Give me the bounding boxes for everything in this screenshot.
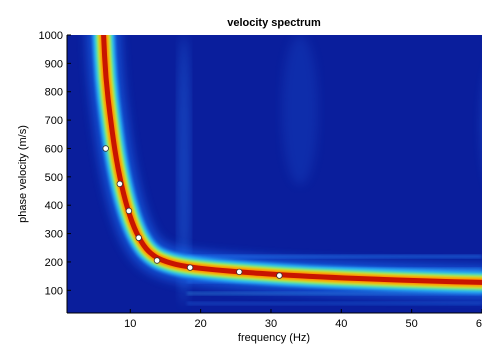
picked-point <box>116 180 123 188</box>
picked-points <box>102 145 283 279</box>
y-tick-label: 900 <box>45 58 63 70</box>
x-tick-label: 20 <box>195 318 207 330</box>
y-tick-label: 400 <box>45 200 63 212</box>
texture-band <box>187 255 482 258</box>
x-tick-label: 40 <box>335 318 347 330</box>
y-tick-label: 200 <box>45 257 63 269</box>
y-tick-label: 300 <box>45 229 63 241</box>
picked-point <box>153 257 161 264</box>
x-tick-label: 30 <box>265 318 277 330</box>
plot-area <box>67 35 482 313</box>
y-tick-label: 100 <box>45 285 63 297</box>
x-axis-label: frequency (Hz) <box>238 332 310 344</box>
y-axis-label: phase velocity (m/s) <box>17 125 29 223</box>
spectrum-texture <box>178 35 482 305</box>
y-tick-label: 700 <box>45 115 63 127</box>
x-axis-ticks: 10 20 30 40 50 6 <box>124 309 482 330</box>
picked-point <box>125 207 133 215</box>
y-axis-ticks: 100 200 300 400 500 600 700 800 900 1000 <box>39 30 71 297</box>
y-tick-label: 500 <box>45 172 63 184</box>
picked-point <box>186 264 194 271</box>
x-tick-label: 6 <box>476 318 482 330</box>
chart-title: velocity spectrum <box>227 17 321 29</box>
texture-streak <box>178 35 190 305</box>
x-tick-label: 10 <box>124 318 136 330</box>
x-tick-label: 50 <box>406 318 418 330</box>
picked-point <box>276 272 283 279</box>
texture-streak <box>282 35 318 185</box>
picked-point <box>135 234 142 241</box>
texture-band <box>187 302 482 305</box>
y-tick-label: 800 <box>45 87 63 99</box>
y-tick-label: 600 <box>45 143 63 155</box>
picked-point <box>236 268 243 276</box>
picked-point <box>102 145 109 152</box>
y-tick-label: 1000 <box>39 30 63 42</box>
